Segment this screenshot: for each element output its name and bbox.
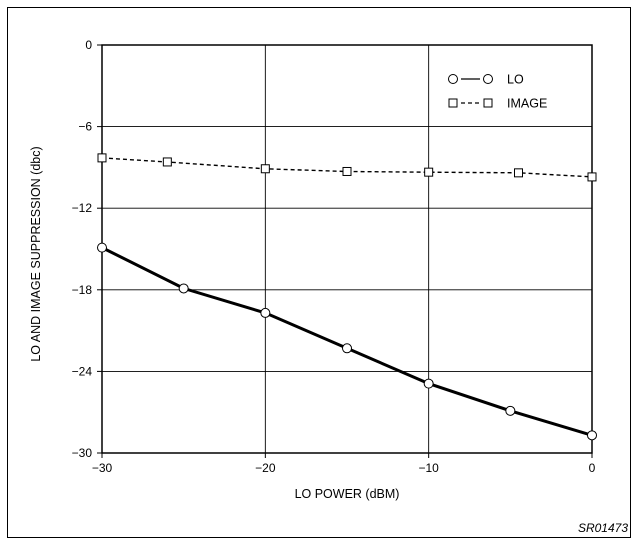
y-tick-label: 0: [85, 38, 92, 52]
x-axis-label: LO POWER (dBM): [295, 487, 400, 501]
data-point-image: [260, 164, 270, 174]
data-point-image: [97, 153, 107, 163]
data-point-image: [342, 166, 352, 176]
data-point-lo: [97, 242, 107, 253]
data-point-lo: [260, 307, 271, 318]
legend: LO IMAGE: [448, 73, 547, 111]
series-line-lo: [101, 246, 593, 437]
x-tick-label: −20: [255, 461, 276, 475]
legend-marker-image: [483, 98, 493, 108]
y-tick-label: −12: [72, 201, 93, 215]
data-point-lo: [505, 405, 516, 416]
data-point-image: [162, 157, 172, 167]
figure-frame: [7, 7, 631, 538]
data-point-image: [424, 167, 434, 177]
legend-marker-lo: [483, 74, 493, 84]
y-tick-label: −18: [72, 283, 93, 297]
y-axis-label: LO AND IMAGE SUPPRESSION (dbc): [29, 146, 43, 361]
series-layer: [97, 153, 597, 441]
data-point-lo: [342, 343, 352, 354]
tick-layer: −30 −20 −10 0 0 −6 −12 −18 −24 −30: [72, 38, 596, 475]
y-tick-label: −6: [78, 120, 92, 134]
legend-label-lo: LO: [507, 73, 524, 87]
legend-marker-lo: [448, 74, 458, 84]
data-point-image: [514, 168, 523, 178]
legend-label-image: IMAGE: [507, 97, 547, 111]
data-point-lo: [587, 430, 597, 441]
x-tick-label: 0: [589, 461, 596, 475]
data-point-lo: [178, 283, 189, 294]
data-point-lo: [423, 378, 434, 389]
data-point-image: [587, 172, 597, 182]
x-tick-label: −30: [92, 461, 113, 475]
y-tick-label: −24: [72, 364, 93, 378]
y-tick-label: −30: [72, 446, 93, 460]
x-tick-label: −10: [418, 461, 439, 475]
legend-marker-image: [448, 98, 458, 108]
figure-id: SR01473: [578, 521, 628, 535]
